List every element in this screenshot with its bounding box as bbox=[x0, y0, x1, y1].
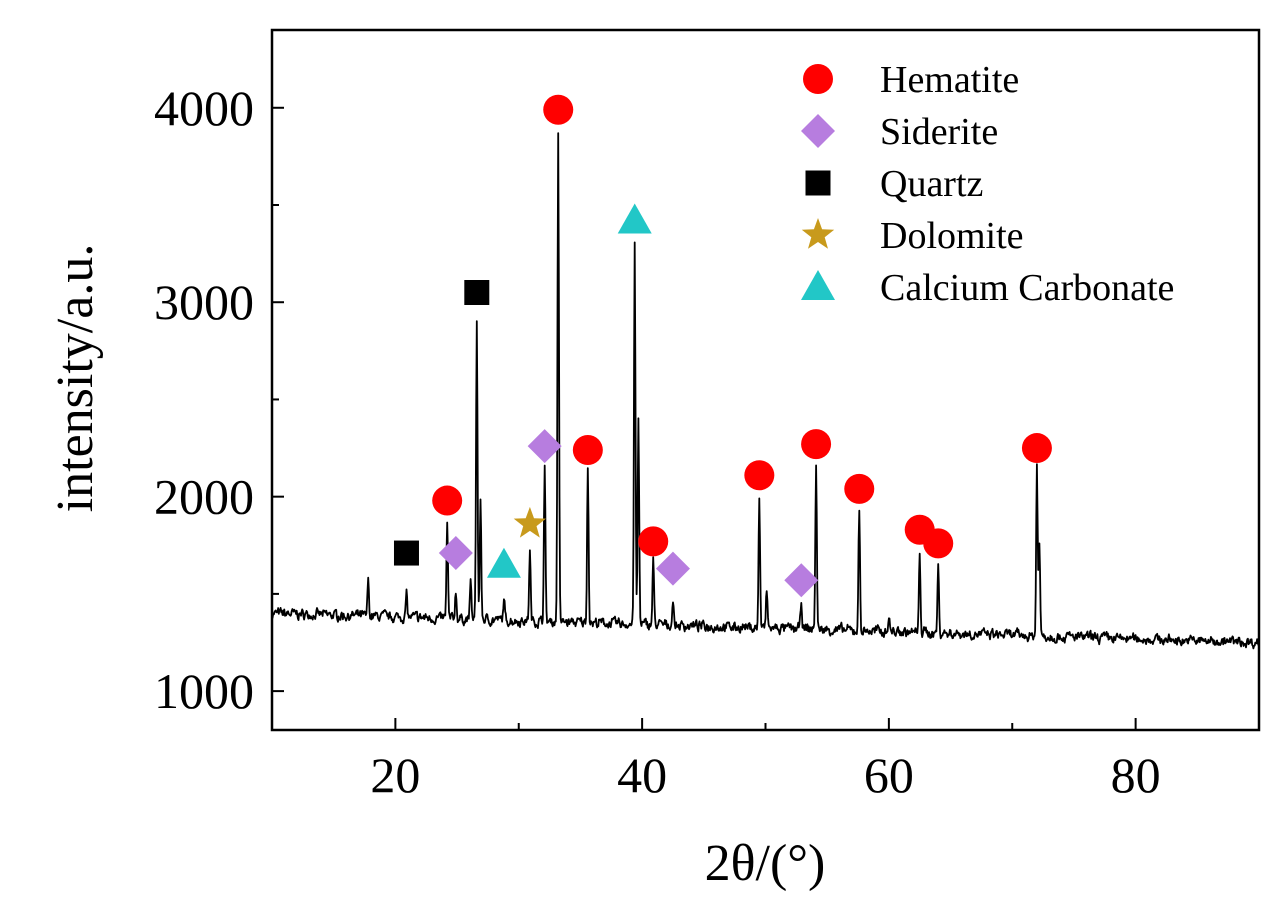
dolomite-marker bbox=[513, 506, 546, 538]
y-axis: 1000 2000 3000 4000 bbox=[154, 80, 284, 719]
legend-siderite-marker bbox=[801, 114, 835, 148]
legend: Hematite Siderite Quartz Dolomite Calcium Ca… bbox=[801, 59, 1174, 309]
x-axis: 20 40 60 80 bbox=[271, 718, 1260, 803]
legend-calcium-carbonate-marker bbox=[801, 270, 835, 300]
calcium-carbonate-marker bbox=[486, 547, 521, 578]
hematite-marker bbox=[638, 526, 669, 557]
x-tick-label: 60 bbox=[864, 747, 914, 803]
x-axis-title: 2θ/(°) bbox=[705, 835, 826, 892]
y-tick-label: 1000 bbox=[154, 663, 254, 719]
phase-markers bbox=[393, 94, 1052, 598]
hematite-marker bbox=[923, 528, 954, 559]
legend-siderite-label: Siderite bbox=[880, 111, 998, 153]
x-tick-label: 40 bbox=[617, 747, 667, 803]
hematite-marker bbox=[572, 435, 603, 465]
legend-dolomite-marker bbox=[801, 218, 835, 249]
legend-hematite-marker bbox=[803, 64, 833, 94]
legend-calcium-carbonate-label: Calcium Carbonate bbox=[880, 267, 1174, 309]
legend-quartz-label: Quartz bbox=[880, 163, 983, 205]
quartz-marker bbox=[464, 280, 490, 305]
hematite-marker bbox=[744, 460, 775, 491]
siderite-marker bbox=[527, 429, 562, 464]
siderite-marker bbox=[784, 563, 819, 598]
hematite-marker bbox=[1021, 433, 1052, 464]
y-tick-label: 2000 bbox=[154, 469, 254, 525]
legend-quartz-marker bbox=[805, 170, 831, 196]
legend-hematite-label: Hematite bbox=[880, 59, 1019, 101]
data-layer bbox=[271, 132, 1260, 650]
hematite-marker bbox=[543, 94, 574, 125]
hematite-marker bbox=[844, 473, 875, 504]
y-tick-label: 4000 bbox=[154, 80, 254, 136]
calcium-carbonate-marker bbox=[617, 203, 652, 234]
y-axis-title: intensity/a.u. bbox=[47, 244, 104, 513]
y-tick-label: 3000 bbox=[154, 274, 254, 330]
hematite-marker bbox=[432, 485, 463, 516]
legend-dolomite-label: Dolomite bbox=[880, 215, 1024, 257]
siderite-marker bbox=[655, 551, 690, 586]
x-tick-label: 80 bbox=[1111, 747, 1161, 803]
xrd-trace bbox=[271, 132, 1260, 650]
x-tick-label: 20 bbox=[370, 747, 420, 803]
quartz-marker bbox=[393, 540, 419, 566]
siderite-marker bbox=[438, 536, 473, 571]
hematite-marker bbox=[801, 429, 832, 460]
